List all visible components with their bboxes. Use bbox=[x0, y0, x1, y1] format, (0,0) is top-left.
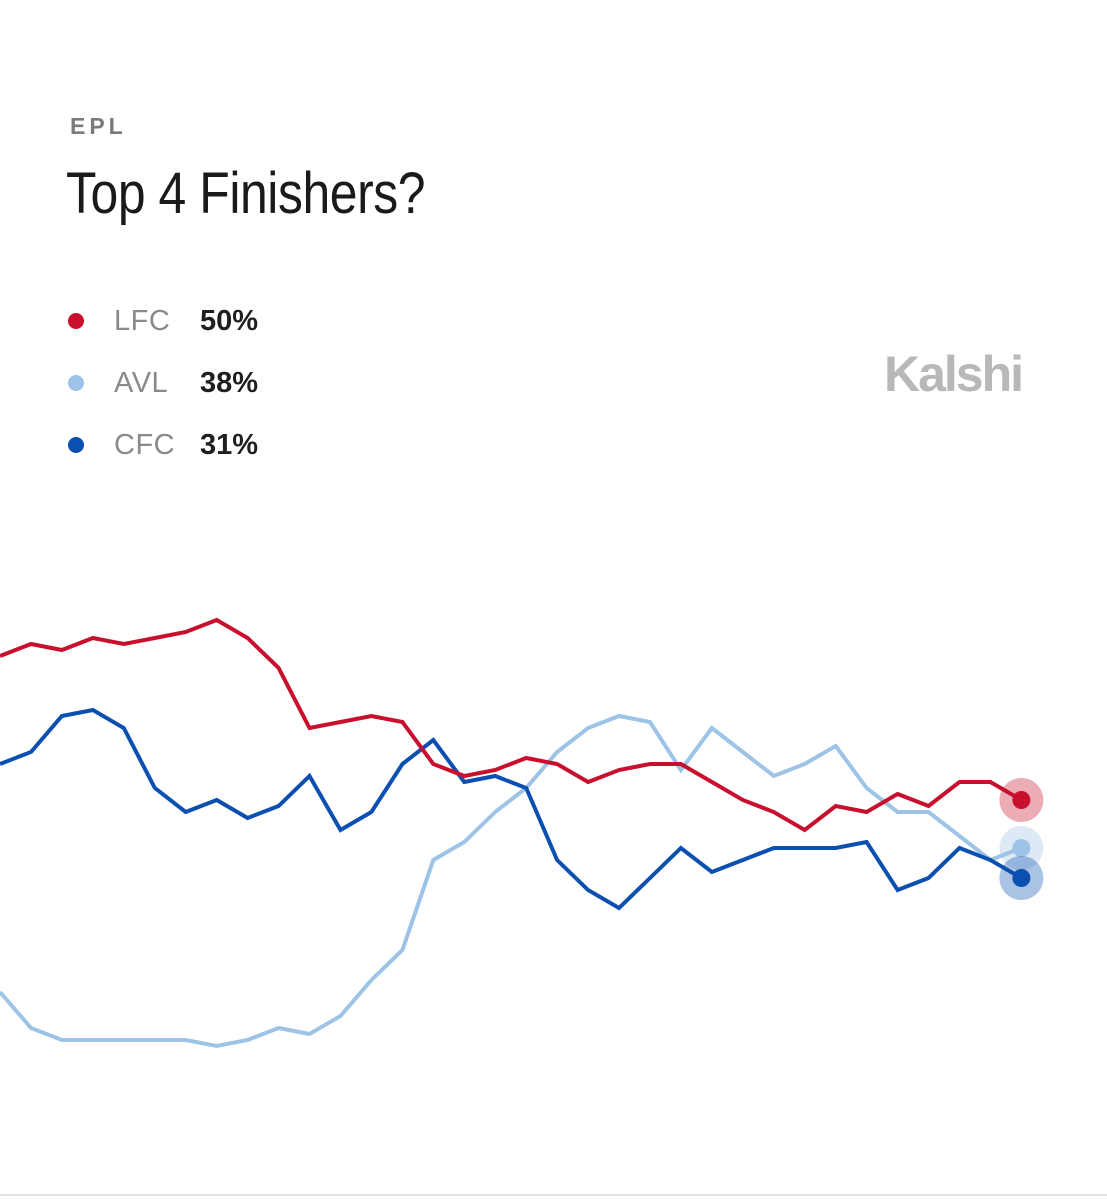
legend-name: LFC bbox=[114, 304, 171, 337]
end-marker-lfc[interactable] bbox=[1012, 791, 1031, 809]
series-line-avl bbox=[0, 713, 1023, 1049]
series-line-cfc bbox=[0, 707, 1023, 911]
series-lines bbox=[0, 617, 1023, 1049]
chart-title: Top 4 Finishers? bbox=[66, 161, 426, 226]
legend-name: AVL bbox=[114, 366, 169, 399]
end-marker-avl[interactable] bbox=[1012, 839, 1031, 857]
bottom-divider bbox=[0, 1194, 1107, 1196]
legend-item-lfc[interactable]: LFC 50% bbox=[66, 290, 258, 352]
legend-name: CFC bbox=[114, 428, 176, 461]
brand-logo: Kalshi bbox=[884, 346, 1024, 402]
legend-value: 38% bbox=[200, 366, 259, 399]
end-marker-cfc[interactable] bbox=[1012, 869, 1031, 887]
legend-dot-lfc-icon bbox=[68, 313, 84, 329]
chart-legend: LFC 50% AVL 38% CFC 31% bbox=[66, 290, 258, 476]
series-line-lfc bbox=[0, 617, 1023, 833]
legend-value: 50% bbox=[200, 304, 259, 337]
category-label: EPL bbox=[70, 113, 127, 139]
legend-item-cfc[interactable]: CFC 31% bbox=[66, 414, 258, 476]
legend-item-avl[interactable]: AVL 38% bbox=[66, 352, 258, 414]
series-end-markers bbox=[999, 778, 1044, 900]
legend-dot-avl-icon bbox=[68, 375, 84, 391]
legend-dot-cfc-icon bbox=[68, 437, 84, 453]
legend-value: 31% bbox=[200, 428, 259, 461]
